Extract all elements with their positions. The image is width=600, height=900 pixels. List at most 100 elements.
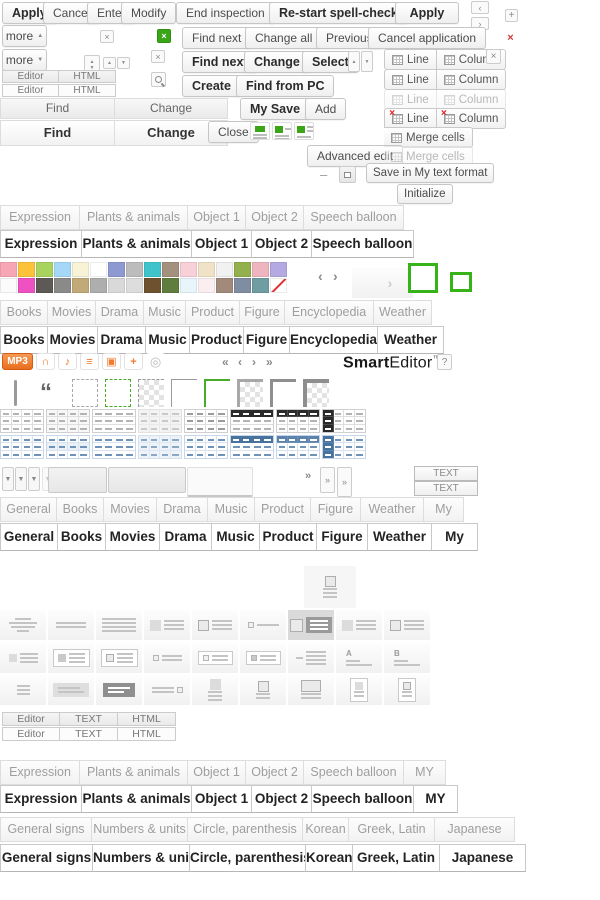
layout-text-block[interactable] bbox=[96, 610, 142, 640]
palette-swatch[interactable] bbox=[270, 262, 287, 277]
layout-image-top-boxed[interactable] bbox=[240, 675, 286, 705]
tab-html[interactable]: HTML bbox=[59, 70, 116, 83]
more-up-button[interactable]: more ▲ bbox=[2, 25, 47, 47]
palette-swatch[interactable] bbox=[198, 278, 215, 293]
tab-product[interactable]: Product bbox=[255, 497, 311, 522]
tab-editor[interactable]: Editor bbox=[2, 70, 59, 83]
tab-speech-balloon[interactable]: Speech balloon bbox=[312, 785, 414, 813]
restart-spellcheck-button[interactable]: Re-start spell-check bbox=[269, 2, 408, 24]
palette-swatch[interactable] bbox=[144, 262, 161, 277]
tv-icon[interactable]: ▣ bbox=[102, 353, 121, 370]
tab-numbers-units[interactable]: Numbers & units bbox=[93, 844, 190, 872]
table-style-grid-strong[interactable] bbox=[184, 409, 228, 433]
palette-swatch[interactable] bbox=[216, 278, 233, 293]
tab-object-1[interactable]: Object 1 bbox=[188, 760, 246, 785]
tab-music[interactable]: Music bbox=[144, 300, 186, 325]
music-note-icon[interactable]: ♪ bbox=[58, 353, 77, 370]
cancel-button[interactable]: Cancel bbox=[43, 2, 101, 24]
tab-music[interactable]: Music bbox=[208, 497, 255, 522]
palette-swatch[interactable] bbox=[90, 278, 107, 293]
tab-speech-balloon[interactable]: Speech balloon bbox=[312, 230, 414, 258]
palette-swatch[interactable] bbox=[216, 262, 233, 277]
tab-speech-balloon[interactable]: Speech balloon bbox=[304, 760, 404, 785]
tab-editor[interactable]: Editor bbox=[2, 727, 60, 741]
cancel-application-button[interactable]: Cancel application bbox=[368, 27, 487, 49]
line-button[interactable]: Line bbox=[384, 49, 437, 70]
tab-movies[interactable]: Movies bbox=[48, 300, 96, 325]
layout-image-left-boxed[interactable] bbox=[384, 610, 430, 640]
more-arrow-button-2[interactable]: » bbox=[337, 467, 352, 497]
find-next-button-bold[interactable]: Find next bbox=[182, 51, 258, 73]
layout-heading-b[interactable]: B bbox=[384, 643, 430, 673]
border-tile-checker-mid[interactable] bbox=[237, 379, 263, 407]
layout-text-center[interactable] bbox=[0, 610, 46, 640]
tab-drama[interactable]: Drama bbox=[160, 523, 212, 551]
tab-plants-animals[interactable]: Plants & animals bbox=[82, 230, 192, 258]
palette-swatch[interactable] bbox=[108, 278, 125, 293]
layout-card-portrait-2[interactable] bbox=[384, 675, 430, 705]
advanced-edit-button[interactable]: Advanced edit bbox=[307, 145, 404, 167]
apply-button-2[interactable]: Apply bbox=[395, 2, 459, 24]
close-icon[interactable]: × bbox=[100, 30, 114, 43]
border-tile-checker-dash[interactable] bbox=[138, 379, 164, 407]
border-tile-solid-green[interactable] bbox=[204, 379, 230, 407]
palette-swatch[interactable] bbox=[108, 262, 125, 277]
tab-drama[interactable]: Drama bbox=[157, 497, 208, 522]
change-button-bold[interactable]: Change bbox=[244, 51, 310, 73]
palette-swatch[interactable] bbox=[0, 278, 17, 293]
close-icon-2[interactable]: × bbox=[151, 50, 165, 63]
palette-swatch[interactable] bbox=[144, 278, 161, 293]
layout-panel-dark[interactable] bbox=[96, 675, 142, 705]
tab-general[interactable]: General bbox=[0, 523, 58, 551]
layout-bullet-line[interactable] bbox=[240, 610, 286, 640]
tab-expression[interactable]: Expression bbox=[0, 760, 80, 785]
palette-swatch[interactable] bbox=[162, 262, 179, 277]
end-inspection-button[interactable]: End inspection bbox=[176, 2, 275, 24]
previous-button[interactable]: Previous bbox=[316, 27, 383, 49]
table-style-cells-dark[interactable] bbox=[276, 409, 320, 433]
tab-weather[interactable]: Weather bbox=[368, 523, 432, 551]
palette-next-icon[interactable]: › bbox=[333, 268, 338, 284]
last-page-icon[interactable]: » bbox=[266, 355, 273, 369]
table-style-bar-dark[interactable] bbox=[230, 435, 274, 459]
align-center-green-icon[interactable] bbox=[250, 122, 270, 140]
tab-html[interactable]: HTML bbox=[118, 727, 176, 741]
tab-general-signs[interactable]: General signs bbox=[0, 817, 92, 842]
delete-column-button[interactable]: Column bbox=[436, 108, 507, 129]
window-box-button[interactable] bbox=[339, 166, 356, 183]
tab-text[interactable]: TEXT bbox=[60, 727, 118, 741]
tab-encyclopedia[interactable]: Encyclopedia bbox=[290, 326, 378, 354]
layout-image-left-selected[interactable] bbox=[288, 610, 334, 640]
tab-weather[interactable]: Weather bbox=[378, 326, 444, 354]
layout-divider[interactable] bbox=[48, 610, 94, 640]
tab-plants-animals[interactable]: Plants & animals bbox=[80, 760, 188, 785]
merge-cells-button[interactable]: Merge cells bbox=[384, 127, 473, 148]
border-tile-dash-green[interactable] bbox=[105, 379, 131, 407]
layout-image-top-large[interactable] bbox=[288, 675, 334, 705]
tab-drama[interactable]: Drama bbox=[98, 326, 146, 354]
line-button[interactable]: Line bbox=[384, 69, 437, 90]
tab-greek-latin[interactable]: Greek, Latin bbox=[353, 844, 440, 872]
tab-product[interactable]: Product bbox=[260, 523, 317, 551]
select-down-button[interactable]: ▼ bbox=[361, 51, 373, 72]
more-arrow-icon[interactable]: » bbox=[305, 470, 312, 482]
close-box-button[interactable]: × bbox=[486, 49, 501, 64]
align-left-green-icon[interactable] bbox=[272, 122, 292, 140]
table-style-grid[interactable] bbox=[0, 409, 44, 433]
palette-swatch[interactable] bbox=[90, 262, 107, 277]
layout-bullet-2lines[interactable] bbox=[144, 643, 190, 673]
find-next-button[interactable]: Find next bbox=[182, 27, 252, 49]
table-style-grid[interactable] bbox=[0, 435, 44, 459]
tab-circle-parenthesis[interactable]: Circle, parenthesis bbox=[190, 844, 306, 872]
green-frame-large[interactable] bbox=[408, 263, 438, 293]
tab-korean[interactable]: Korean bbox=[306, 844, 353, 872]
tab-japanese[interactable]: Japanese bbox=[440, 844, 526, 872]
palette-swatch[interactable] bbox=[198, 262, 215, 277]
tab-books[interactable]: Books bbox=[58, 523, 106, 551]
palette-swatch[interactable] bbox=[54, 262, 71, 277]
add-media-icon[interactable]: + bbox=[124, 353, 143, 370]
spin-down-button[interactable]: ▼ bbox=[117, 57, 130, 69]
tab-object-2[interactable]: Object 2 bbox=[252, 230, 312, 258]
layout-text-bullet-right[interactable] bbox=[144, 675, 190, 705]
tab-greek-latin[interactable]: Greek, Latin bbox=[349, 817, 435, 842]
